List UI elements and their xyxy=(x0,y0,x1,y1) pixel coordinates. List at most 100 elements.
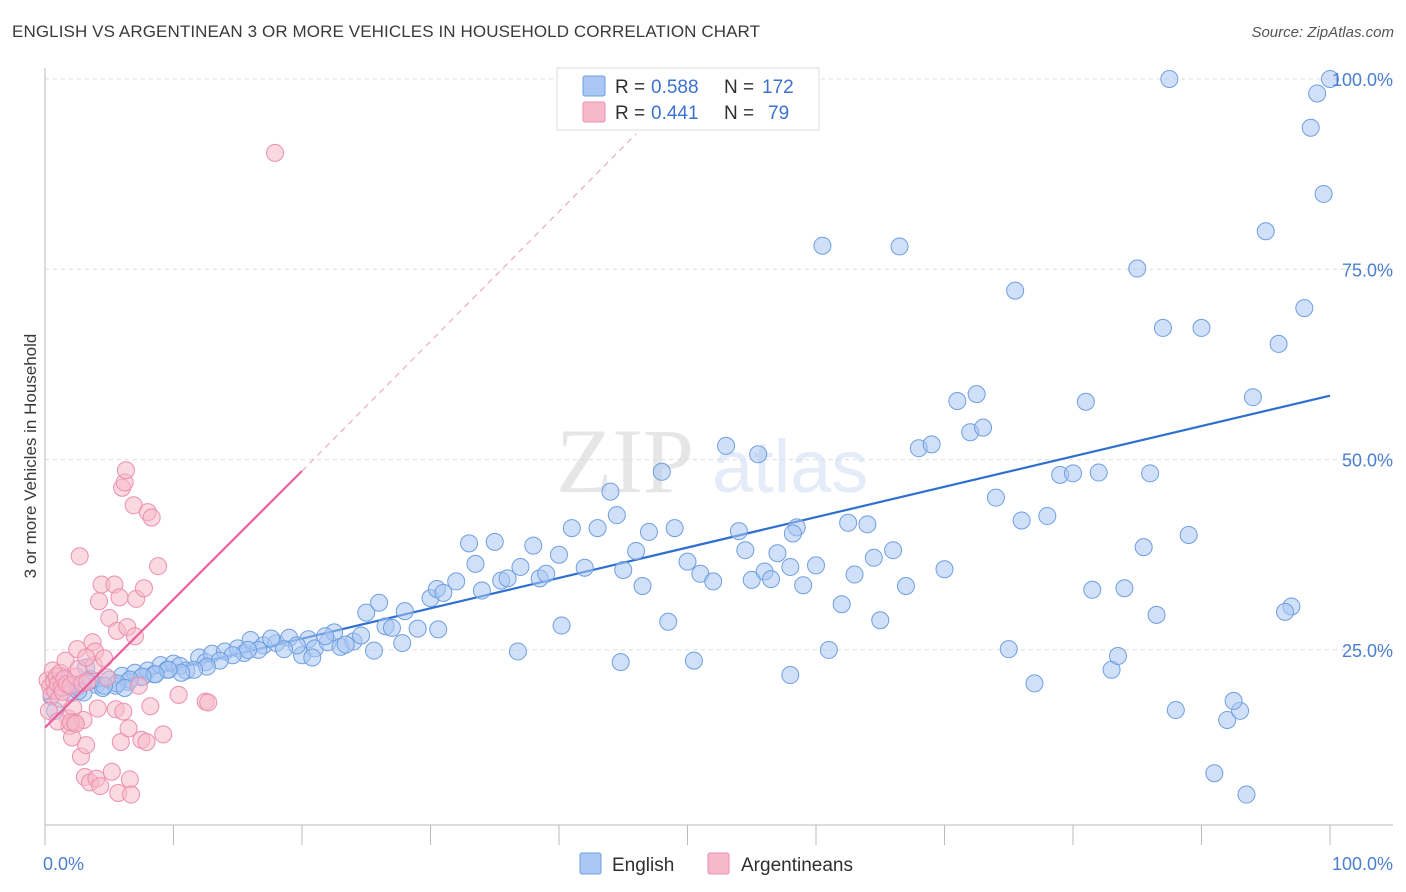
english-point xyxy=(1089,463,1108,482)
english-point xyxy=(896,576,915,595)
english-point xyxy=(652,462,671,481)
english-point xyxy=(485,532,504,551)
english-point xyxy=(562,519,581,538)
english-point xyxy=(845,565,864,584)
english-point xyxy=(1006,281,1025,300)
watermark-zip: ZIP xyxy=(556,410,694,512)
english-point xyxy=(1224,691,1243,710)
x-tick-label: 0.0% xyxy=(43,854,84,874)
legend-swatch-argentinean xyxy=(582,101,606,123)
english-point xyxy=(357,603,376,622)
english-point xyxy=(704,572,723,591)
english-point xyxy=(1301,118,1320,137)
argentinean-point xyxy=(110,588,129,607)
argentinean-point xyxy=(70,547,89,566)
argentinean-point xyxy=(66,714,85,733)
english-point xyxy=(1314,184,1333,203)
english-point xyxy=(303,648,322,667)
english-point xyxy=(639,522,658,541)
english-point xyxy=(762,570,781,589)
english-point xyxy=(275,640,294,659)
english-point xyxy=(736,541,755,560)
english-point xyxy=(1108,647,1127,666)
gridlines xyxy=(45,78,1393,651)
english-point xyxy=(807,556,825,575)
english-point xyxy=(550,545,568,564)
argentinean-point xyxy=(266,143,285,162)
english-point xyxy=(336,635,355,654)
y-tick-label: 100.0% xyxy=(1332,70,1393,90)
english-point xyxy=(508,642,527,661)
english-point xyxy=(839,513,858,532)
english-point xyxy=(1237,785,1256,804)
english-point xyxy=(1134,538,1153,557)
legend-n-label-english: N = xyxy=(724,77,754,98)
argentinean-point xyxy=(77,736,96,755)
english-point xyxy=(864,548,883,567)
english-point xyxy=(552,616,571,635)
english-point xyxy=(537,564,556,583)
english-point xyxy=(498,569,517,588)
english-point xyxy=(1192,318,1211,337)
argentinean-trend-line xyxy=(44,470,303,729)
english-point xyxy=(382,618,401,637)
bottom-legend-english: English xyxy=(612,855,674,876)
bottom-legend-argentineans: Argentineans xyxy=(741,855,853,876)
english-point xyxy=(684,651,703,670)
english-point xyxy=(352,626,371,645)
english-point xyxy=(1295,299,1314,318)
english-point xyxy=(611,653,630,672)
english-point xyxy=(395,602,414,621)
source-label: Source: ZipAtlas.com xyxy=(1251,24,1394,41)
argentinean-point xyxy=(169,685,188,704)
english-point xyxy=(1147,605,1166,624)
english-point xyxy=(665,519,684,538)
english-point xyxy=(1115,579,1134,598)
english-point xyxy=(316,627,335,646)
english-point xyxy=(511,557,530,576)
english-point xyxy=(1276,602,1295,621)
english-point xyxy=(239,640,258,659)
english-point xyxy=(429,620,448,639)
english-point xyxy=(813,236,832,255)
english-point xyxy=(393,634,412,653)
english-point xyxy=(794,576,813,595)
english-point xyxy=(781,666,800,685)
english-point xyxy=(884,541,903,560)
legend-r-label-english: R = xyxy=(615,77,645,98)
legend-swatch-english xyxy=(582,75,606,97)
bottom-legend-swatch-english xyxy=(579,852,602,875)
english-point xyxy=(262,629,281,648)
english-point xyxy=(783,524,802,543)
english-point xyxy=(729,522,748,541)
english-point xyxy=(1179,525,1198,544)
english-point xyxy=(1128,259,1147,278)
argentinean-point xyxy=(142,508,161,527)
legend-r-value-argentinean: 0.441 xyxy=(651,103,699,124)
argentinean-trend-extension xyxy=(301,133,637,472)
chart-title: ENGLISH VS ARGENTINEAN 3 OR MORE VEHICLE… xyxy=(12,22,761,41)
argentinean-point xyxy=(102,762,121,781)
english-point xyxy=(974,418,993,437)
english-point xyxy=(370,593,389,612)
english-point xyxy=(871,611,890,630)
english-point xyxy=(1218,710,1237,729)
argentinean-point xyxy=(120,770,139,789)
english-point xyxy=(588,519,607,538)
argentinean-point xyxy=(56,651,75,670)
english-point xyxy=(460,534,479,553)
english-point xyxy=(627,541,646,560)
argentinean-point xyxy=(89,592,108,611)
english-point xyxy=(1166,701,1185,720)
tick-labels: 25.0% 50.0% 75.0% 100.0% 0.0% 100.0% xyxy=(43,70,1393,874)
english-point xyxy=(1160,70,1179,88)
argentinean-point xyxy=(122,785,141,804)
argentinean-point xyxy=(134,579,153,598)
legend: R = 0.588 N = 172 R = 0.441 N = 79 xyxy=(556,67,820,131)
english-point xyxy=(1012,511,1031,530)
english-point xyxy=(1321,70,1339,88)
english-point xyxy=(1141,464,1160,483)
english-point xyxy=(607,506,626,525)
english-point xyxy=(768,544,787,563)
